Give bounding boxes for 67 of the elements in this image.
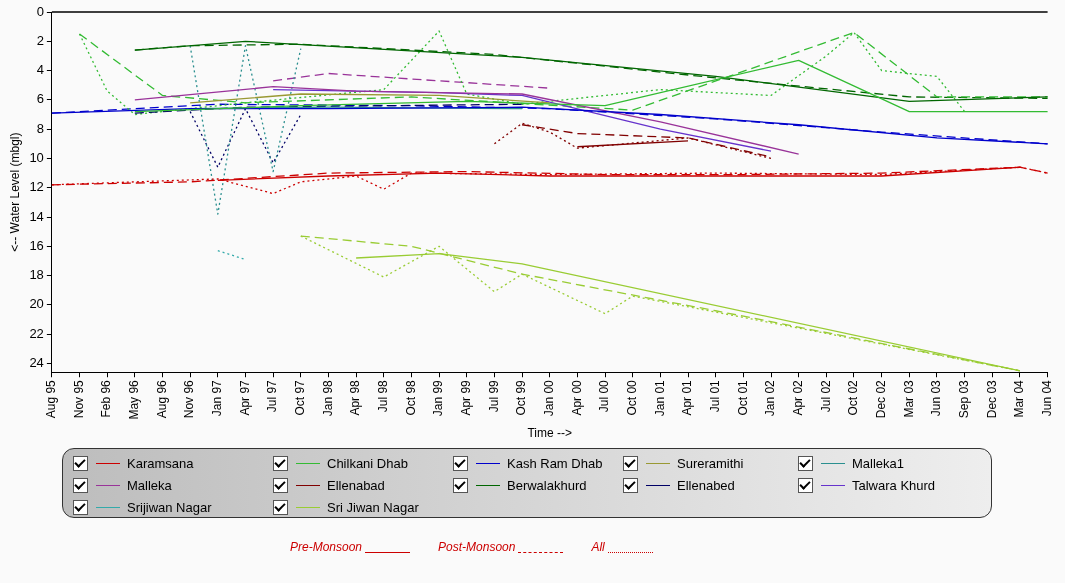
x-tick-label: Jan 00 xyxy=(542,379,557,417)
x-tick-label: Apr 97 xyxy=(237,379,252,416)
y-tick-label: 8 xyxy=(36,120,44,136)
x-tick-label: Jan 02 xyxy=(763,379,778,417)
x-tick-label: Oct 00 xyxy=(625,379,640,416)
y-tick-label: 24 xyxy=(29,355,44,371)
legend-label: Sri Jiwan Nagar xyxy=(327,499,419,515)
x-tick-label: Dec 03 xyxy=(984,379,999,419)
x-tick-label: Mar 04 xyxy=(1012,379,1027,418)
legend-label: Malleka1 xyxy=(852,455,905,471)
y-axis-title: <-- Water Level (mbgl) xyxy=(7,132,22,252)
x-tick-label: Mar 03 xyxy=(901,379,916,418)
x-tick-label: Jul 00 xyxy=(597,379,612,413)
x-tick-label: Jan 99 xyxy=(431,379,446,417)
legend-label: Berwalakhurd xyxy=(507,477,587,493)
x-axis-title: Time --> xyxy=(527,426,573,441)
x-tick-label: Dec 02 xyxy=(873,379,888,419)
x-tick-label: Jul 97 xyxy=(265,379,280,413)
legend-label: Karamsana xyxy=(127,455,194,471)
x-tick-label: Jul 99 xyxy=(486,379,501,413)
x-tick-label: Apr 02 xyxy=(790,379,805,416)
y-tick-label: 6 xyxy=(36,91,44,107)
legend-label: Chilkani Dhab xyxy=(327,455,408,471)
x-tick-label: Jan 97 xyxy=(210,379,225,417)
x-tick-label: Oct 02 xyxy=(846,379,861,416)
x-tick-label: Nov 96 xyxy=(182,379,197,419)
legend-label: Sureramithi xyxy=(677,455,744,471)
x-tick-label: Feb 96 xyxy=(99,379,114,418)
x-tick-label: Sep 03 xyxy=(956,379,971,419)
legend-label: Talwara Khurd xyxy=(852,477,936,493)
legend-label: Srijiwan Nagar xyxy=(127,499,212,515)
y-tick-label: 22 xyxy=(29,325,44,341)
y-tick-label: 18 xyxy=(29,267,44,283)
x-tick-label: Jun 04 xyxy=(1039,379,1054,417)
x-tick-label: Oct 97 xyxy=(293,379,308,416)
y-tick-label: 10 xyxy=(29,150,44,166)
x-tick-label: Jul 02 xyxy=(818,379,833,413)
x-tick-label: Oct 01 xyxy=(735,379,750,416)
legend-label: Ellenabad xyxy=(327,477,385,493)
legend-label: Malleka xyxy=(127,477,172,493)
x-tick-label: Apr 00 xyxy=(569,379,584,416)
x-tick-label: Jan 98 xyxy=(320,379,335,417)
text: Post-Monsoon xyxy=(438,540,516,554)
text: All xyxy=(591,540,605,554)
x-tick-label: Apr 01 xyxy=(680,379,695,416)
x-tick-label: Oct 98 xyxy=(403,379,418,416)
x-tick-label: Oct 99 xyxy=(514,379,529,416)
x-tick-label: Jul 98 xyxy=(376,379,391,413)
y-tick-label: 16 xyxy=(29,237,44,253)
x-tick-label: Nov 95 xyxy=(71,379,86,419)
y-tick-label: 12 xyxy=(29,179,44,195)
x-tick-label: May 96 xyxy=(127,379,142,420)
y-tick-label: 20 xyxy=(29,296,44,312)
x-tick-label: Jun 03 xyxy=(929,379,944,417)
y-tick-label: 2 xyxy=(36,32,44,48)
legend-label: Kash Ram Dhab xyxy=(507,455,603,471)
legend-label: Ellenabed xyxy=(677,477,735,493)
x-tick-label: Apr 98 xyxy=(348,379,363,416)
x-tick-label: Jul 01 xyxy=(708,379,722,413)
x-tick-label: Aug 96 xyxy=(154,379,169,419)
x-tick-label: Aug 95 xyxy=(44,379,59,419)
x-tick-label: Jan 01 xyxy=(652,379,667,417)
y-tick-label: 14 xyxy=(29,208,44,224)
y-tick-label: 4 xyxy=(36,62,44,78)
text: Pre-Monsoon xyxy=(290,540,363,554)
x-tick-label: Apr 99 xyxy=(459,379,474,416)
y-tick-label: 0 xyxy=(36,3,44,19)
